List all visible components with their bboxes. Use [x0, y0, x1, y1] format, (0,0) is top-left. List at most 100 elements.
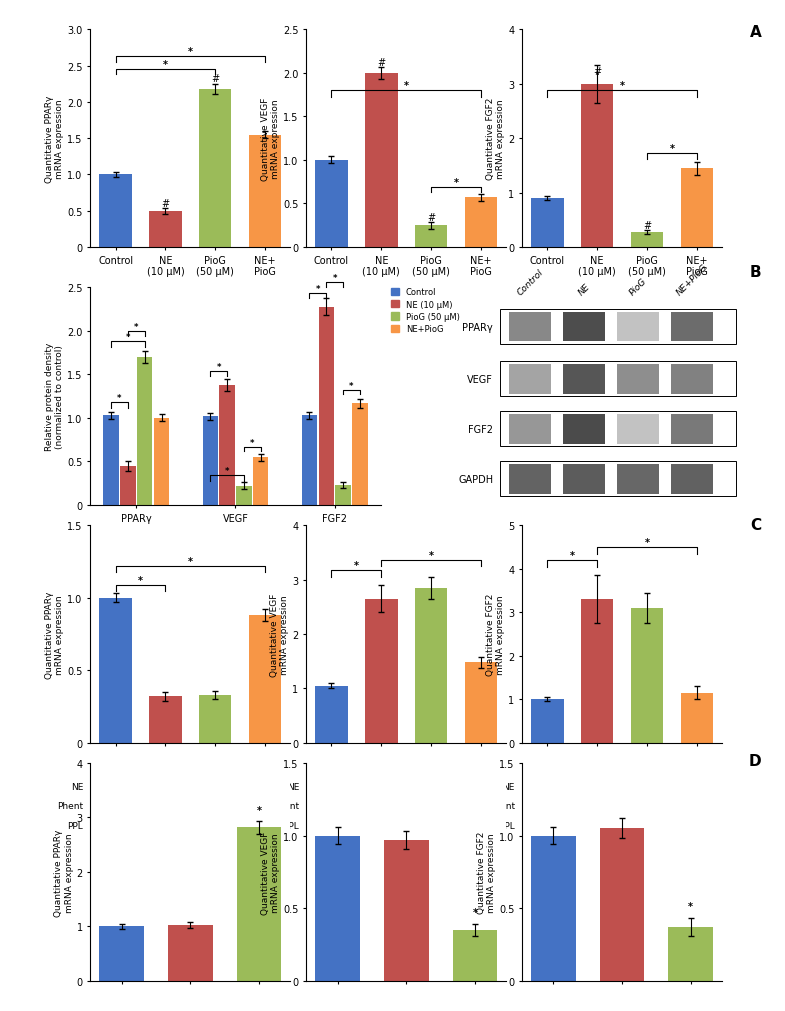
Y-axis label: Quantitative PPARγ
mRNA expression: Quantitative PPARγ mRNA expression: [45, 95, 64, 183]
Text: #: #: [593, 67, 601, 77]
Text: -: -: [546, 802, 549, 811]
Text: +: +: [593, 783, 601, 791]
Text: -: -: [380, 821, 383, 830]
Bar: [301, 416, 317, 506]
Text: -: -: [114, 802, 117, 811]
Text: *: *: [570, 551, 575, 560]
Text: C: C: [750, 518, 761, 533]
Text: *: *: [138, 575, 143, 585]
Text: *: *: [429, 550, 433, 560]
Bar: [104, 416, 119, 506]
Text: NE: NE: [71, 783, 83, 791]
Text: -: -: [114, 821, 117, 830]
Text: +: +: [162, 783, 170, 791]
Text: GAPDH: GAPDH: [458, 474, 493, 484]
Bar: [509, 415, 551, 444]
Text: *: *: [134, 323, 139, 332]
Bar: [617, 415, 659, 444]
Text: Phent: Phent: [273, 802, 299, 811]
Text: A: A: [750, 25, 761, 40]
Bar: [531, 199, 564, 248]
Text: NE: NE: [577, 282, 592, 297]
Bar: [319, 307, 334, 506]
Y-axis label: Quantitative FGF2
mRNA expression: Quantitative FGF2 mRNA expression: [486, 98, 506, 180]
Text: *: *: [454, 178, 458, 188]
Bar: [509, 365, 551, 394]
Bar: [617, 312, 659, 342]
Bar: [581, 600, 613, 743]
Bar: [254, 458, 268, 506]
Y-axis label: Quantitative VEGF
mRNA expression: Quantitative VEGF mRNA expression: [270, 592, 290, 676]
Bar: [137, 358, 152, 506]
Text: -: -: [214, 821, 217, 830]
Y-axis label: Quantitative PPARγ
mRNA expression: Quantitative PPARγ mRNA expression: [54, 828, 74, 916]
Text: *: *: [644, 538, 649, 548]
Text: *: *: [217, 363, 221, 372]
Text: -: -: [596, 802, 599, 811]
Y-axis label: Quantitative FGF2
mRNA expression: Quantitative FGF2 mRNA expression: [476, 831, 496, 913]
Bar: [671, 465, 714, 494]
Text: +: +: [211, 783, 219, 791]
Text: *: *: [403, 81, 409, 91]
Text: -: -: [546, 821, 549, 830]
Text: *: *: [316, 284, 320, 293]
Bar: [671, 365, 714, 394]
Bar: [453, 930, 497, 981]
Bar: [500, 462, 736, 496]
Bar: [316, 686, 348, 743]
Text: *: *: [225, 467, 229, 476]
Text: *: *: [126, 333, 130, 342]
Bar: [531, 836, 575, 981]
Text: +: +: [427, 802, 435, 811]
Text: #: #: [378, 58, 385, 68]
Text: -: -: [330, 802, 333, 811]
Text: -: -: [696, 783, 699, 791]
Bar: [600, 829, 644, 981]
Text: Phent: Phent: [57, 802, 83, 811]
Bar: [415, 588, 447, 743]
Text: D: D: [749, 753, 761, 768]
Bar: [365, 600, 397, 743]
Bar: [671, 415, 714, 444]
Bar: [465, 198, 497, 248]
Text: *: *: [473, 907, 477, 917]
Text: -: -: [330, 821, 333, 830]
Bar: [564, 465, 605, 494]
Bar: [384, 840, 429, 981]
Text: +: +: [211, 802, 219, 811]
Text: -: -: [596, 821, 599, 830]
Bar: [149, 697, 181, 743]
Y-axis label: Quantitative VEGF
mRNA expression: Quantitative VEGF mRNA expression: [261, 830, 280, 914]
Text: *: *: [250, 438, 254, 447]
Y-axis label: Quantitative VEGF
mRNA expression: Quantitative VEGF mRNA expression: [261, 97, 280, 181]
Bar: [631, 233, 663, 248]
Text: FGF2: FGF2: [468, 425, 493, 435]
Bar: [203, 417, 217, 506]
Bar: [316, 836, 360, 981]
Text: -: -: [480, 783, 483, 791]
Text: *: *: [688, 901, 693, 911]
Text: #: #: [211, 74, 219, 84]
Bar: [335, 485, 351, 506]
Bar: [237, 827, 281, 981]
Text: -: -: [264, 802, 267, 811]
Bar: [500, 362, 736, 396]
Legend: Control, NE (10 μM), PioG (50 μM), NE+PioG: Control, NE (10 μM), PioG (50 μM), NE+Pi…: [391, 288, 459, 334]
Text: Control: Control: [516, 267, 545, 297]
Bar: [509, 312, 551, 342]
Text: -: -: [645, 821, 648, 830]
Bar: [149, 211, 181, 248]
Text: NE: NE: [287, 783, 299, 791]
Text: +: +: [427, 783, 435, 791]
Text: -: -: [380, 802, 383, 811]
Bar: [199, 90, 232, 248]
Text: -: -: [429, 821, 433, 830]
Text: +: +: [643, 783, 651, 791]
Text: #: #: [427, 212, 435, 222]
Text: -: -: [480, 802, 483, 811]
Bar: [220, 385, 235, 506]
Text: *: *: [188, 556, 193, 566]
Bar: [236, 486, 251, 506]
Bar: [617, 365, 659, 394]
Text: -: -: [546, 783, 549, 791]
